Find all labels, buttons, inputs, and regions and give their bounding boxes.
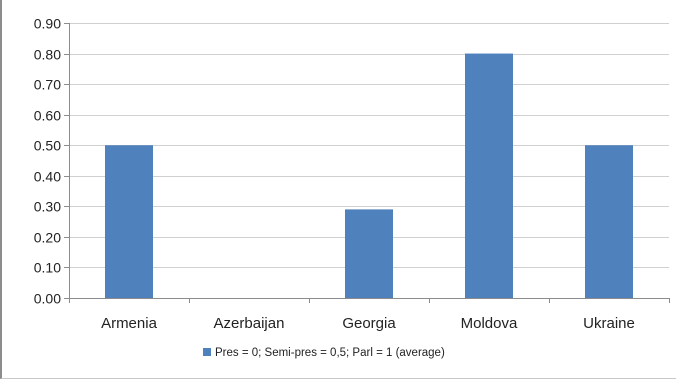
x-tick-labels: Armenia Azerbaijan Georgia Moldova Ukraine [101,315,635,332]
bar-armenia [105,145,153,298]
legend-label: Pres = 0; Semi-pres = 0,5; Parl = 1 (ave… [215,347,445,359]
bar-georgia [345,209,393,298]
y-tick-label: 0.20 [34,230,61,246]
legend-swatch [203,348,211,356]
y-tick-label: 0.80 [34,47,61,63]
x-tick-label: Azerbaijan [214,315,285,332]
x-tick-label: Armenia [101,315,158,332]
y-tick-label: 0.00 [34,291,61,307]
x-tick-label: Ukraine [583,315,635,332]
y-tick-labels: 0.00 0.10 0.20 0.30 0.40 0.50 0.60 0.70 0.80 0.90 [34,16,61,307]
x-tick-label: Georgia [342,315,396,332]
y-tick-label: 0.40 [34,169,61,185]
bar-ukraine [585,145,633,298]
bars [105,53,633,298]
y-tick-label: 0.10 [34,260,61,276]
legend: Pres = 0; Semi-pres = 0,5; Parl = 1 (ave… [203,347,445,359]
x-tick-label: Moldova [461,315,518,332]
y-tick-label: 0.30 [34,199,61,215]
bar-moldova [465,53,513,298]
y-tick-label: 0.70 [34,77,61,93]
y-tick-label: 0.50 [34,138,61,154]
y-tick-label: 0.60 [34,108,61,124]
axes [69,23,670,303]
y-tick-label: 0.90 [34,16,61,32]
